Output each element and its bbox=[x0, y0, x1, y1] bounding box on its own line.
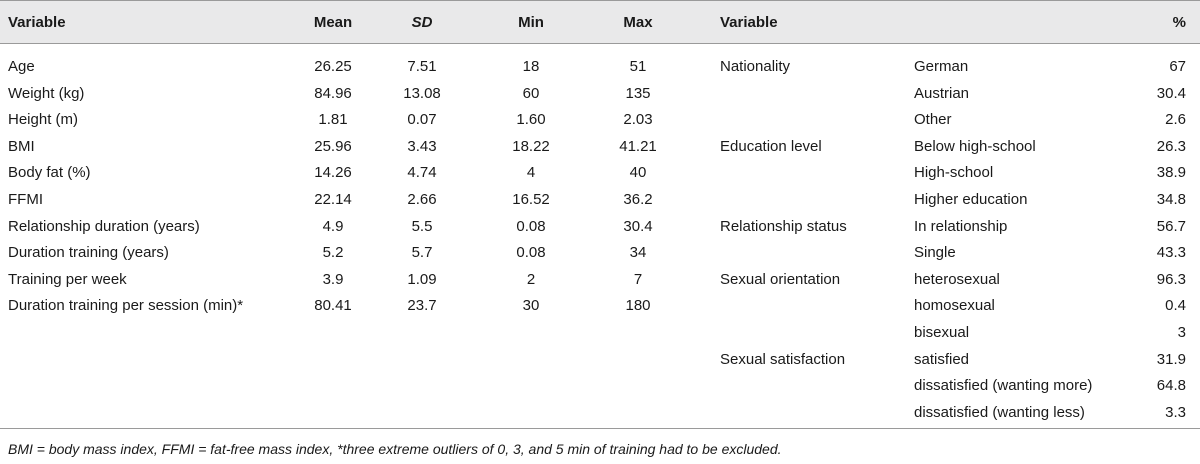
table-cell: 41.21 bbox=[619, 138, 657, 155]
table-cell: 0.08 bbox=[516, 218, 546, 235]
table-cell: 2.66 bbox=[407, 191, 437, 208]
category-value: dissatisfied (wanting less) bbox=[914, 404, 1085, 421]
header-variable-right: Variable bbox=[720, 14, 778, 31]
header-variable: Variable bbox=[8, 14, 66, 31]
table-cell: 34 bbox=[629, 244, 647, 261]
header-percent: % bbox=[1172, 14, 1186, 31]
table-cell: 7 bbox=[633, 271, 643, 288]
category-value: Below high-school bbox=[914, 138, 1036, 155]
percent-cell: 3.3 bbox=[1165, 404, 1186, 421]
table-cell: 1.09 bbox=[407, 271, 437, 288]
percent-cell: 31.9 bbox=[1156, 351, 1186, 368]
table-cell: 4 bbox=[526, 164, 536, 181]
table-cell: 30 bbox=[522, 297, 540, 314]
row-label: Training per week bbox=[8, 271, 127, 288]
table-cell: 36.2 bbox=[623, 191, 653, 208]
percent-cell: 43.3 bbox=[1156, 244, 1186, 261]
percent-cell: 3 bbox=[1177, 324, 1186, 341]
category-label: Sexual satisfaction bbox=[720, 351, 846, 368]
table-cell: 60 bbox=[522, 85, 540, 102]
table-cell: 5.7 bbox=[411, 244, 433, 261]
percent-cell: 34.8 bbox=[1156, 191, 1186, 208]
header-sd: SD bbox=[411, 14, 433, 31]
category-label: Education level bbox=[720, 138, 822, 155]
category-value: Austrian bbox=[914, 85, 970, 102]
table-cell: 4.9 bbox=[322, 218, 344, 235]
table-cell: 1.60 bbox=[516, 111, 546, 128]
table-cell: 5.5 bbox=[411, 218, 433, 235]
table-cell: 51 bbox=[629, 58, 647, 75]
table-cell: 16.52 bbox=[512, 191, 550, 208]
table-cell: 22.14 bbox=[314, 191, 352, 208]
percent-cell: 38.9 bbox=[1156, 164, 1186, 181]
table-cell: 18 bbox=[522, 58, 540, 75]
table-cell: 23.7 bbox=[407, 297, 437, 314]
percent-cell: 64.8 bbox=[1156, 377, 1186, 394]
table-cell: 4.74 bbox=[407, 164, 437, 181]
row-label: Duration training per session (min)* bbox=[8, 297, 244, 314]
header-band bbox=[0, 0, 1200, 44]
category-label: Nationality bbox=[720, 58, 791, 75]
table-cell: 135 bbox=[625, 85, 651, 102]
table-cell: 3.43 bbox=[407, 138, 437, 155]
category-value: satisfied bbox=[914, 351, 970, 368]
row-label: Age bbox=[8, 58, 35, 75]
table-cell: 84.96 bbox=[314, 85, 352, 102]
row-label: BMI bbox=[8, 138, 35, 155]
row-label: Weight (kg) bbox=[8, 85, 85, 102]
row-label: Duration training (years) bbox=[8, 244, 169, 261]
percent-cell: 56.7 bbox=[1156, 218, 1186, 235]
category-value: heterosexual bbox=[914, 271, 1000, 288]
table-footnote: BMI = body mass index, FFMI = fat-free m… bbox=[8, 441, 782, 457]
table-cell: 30.4 bbox=[623, 218, 653, 235]
category-value: German bbox=[914, 58, 969, 75]
category-value: Other bbox=[914, 111, 952, 128]
header-mean: Mean bbox=[313, 14, 353, 31]
table-cell: 2.03 bbox=[623, 111, 653, 128]
row-label: Height (m) bbox=[8, 111, 79, 128]
row-label: Relationship duration (years) bbox=[8, 218, 200, 235]
category-value: Single bbox=[914, 244, 956, 261]
row-label: FFMI bbox=[8, 191, 43, 208]
table-cell: 14.26 bbox=[314, 164, 352, 181]
table-cell: 13.08 bbox=[403, 85, 441, 102]
table-cell: 5.2 bbox=[322, 244, 344, 261]
percent-cell: 26.3 bbox=[1156, 138, 1186, 155]
table-cell: 40 bbox=[629, 164, 647, 181]
category-value: Higher education bbox=[914, 191, 1028, 208]
bottom-rule bbox=[0, 428, 1200, 429]
category-value: High-school bbox=[914, 164, 994, 181]
percent-cell: 30.4 bbox=[1156, 85, 1186, 102]
table-cell: 80.41 bbox=[314, 297, 352, 314]
table-cell: 0.08 bbox=[516, 244, 546, 261]
category-label: Relationship status bbox=[720, 218, 847, 235]
table-cell: 18.22 bbox=[512, 138, 550, 155]
percent-cell: 96.3 bbox=[1156, 271, 1186, 288]
table-cell: 3.9 bbox=[322, 271, 344, 288]
table-cell: 2 bbox=[526, 271, 536, 288]
category-value: homosexual bbox=[914, 297, 995, 314]
header-max: Max bbox=[623, 14, 653, 31]
table-cell: 26.25 bbox=[314, 58, 352, 75]
table-cell: 0.07 bbox=[407, 111, 437, 128]
category-value: dissatisfied (wanting more) bbox=[914, 377, 1093, 394]
category-value: bisexual bbox=[914, 324, 970, 341]
table-cell: 1.81 bbox=[318, 111, 348, 128]
header-min: Min bbox=[518, 14, 544, 31]
row-label: Body fat (%) bbox=[8, 164, 91, 181]
table-cell: 25.96 bbox=[314, 138, 352, 155]
table-cell: 180 bbox=[625, 297, 651, 314]
percent-cell: 67 bbox=[1169, 58, 1186, 75]
table-cell: 7.51 bbox=[407, 58, 437, 75]
percent-cell: 0.4 bbox=[1165, 297, 1186, 314]
category-label: Sexual orientation bbox=[720, 271, 841, 288]
category-value: In relationship bbox=[914, 218, 1008, 235]
percent-cell: 2.6 bbox=[1165, 111, 1186, 128]
